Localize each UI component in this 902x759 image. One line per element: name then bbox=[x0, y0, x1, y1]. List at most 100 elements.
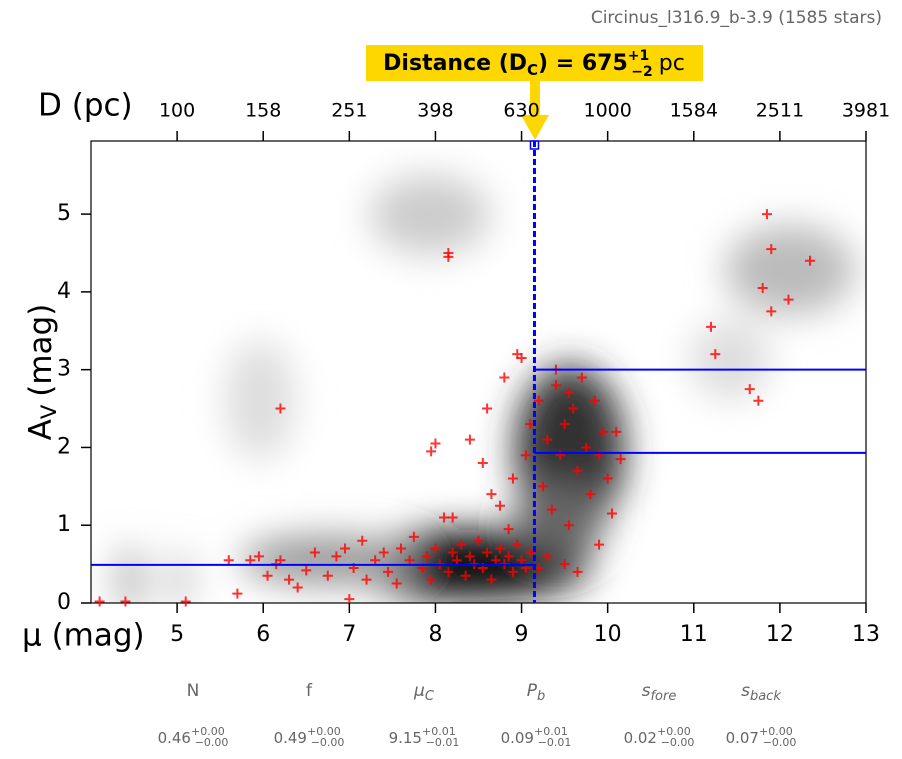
param-name-base: f bbox=[306, 681, 313, 701]
scatter-point bbox=[563, 388, 574, 398]
scatter-point bbox=[292, 582, 303, 593]
param-value: 0.07+0.00 −0.00 bbox=[726, 725, 797, 749]
scatter-point bbox=[594, 539, 605, 550]
scatter-point bbox=[464, 551, 475, 562]
scatter-point bbox=[499, 372, 510, 383]
scatter-point bbox=[447, 547, 458, 558]
scatter-point bbox=[533, 395, 544, 406]
scatter-point bbox=[232, 588, 243, 599]
scatter-point bbox=[706, 321, 716, 332]
scatter-point bbox=[512, 539, 523, 550]
scatter-point bbox=[581, 442, 592, 453]
param-value-plus: +0.00 bbox=[759, 725, 793, 738]
x2-tick-label: 1584 bbox=[670, 100, 718, 122]
scatter-point bbox=[495, 500, 506, 511]
param-name: f bbox=[306, 681, 313, 701]
scatter-point bbox=[606, 508, 617, 519]
scatter-point bbox=[559, 559, 570, 570]
scatter-point bbox=[396, 543, 406, 554]
scatter-point bbox=[456, 539, 467, 550]
param-value: 0.49+0.00 −0.00 bbox=[274, 725, 345, 749]
scatter-point bbox=[275, 555, 286, 566]
param-value-main: 0.46 bbox=[158, 729, 191, 747]
scatter-point bbox=[507, 473, 518, 484]
param-value: 0.46+0.00 −0.00 bbox=[158, 725, 229, 749]
x2-tick-label: 630 bbox=[503, 100, 539, 122]
scatter-point bbox=[572, 566, 583, 577]
param-name-sub: back bbox=[750, 689, 781, 704]
scatter-point bbox=[585, 489, 596, 500]
scatter-point bbox=[262, 570, 273, 581]
distance-value: 675 bbox=[582, 51, 628, 76]
param-value-main: 0.07 bbox=[726, 729, 759, 747]
distance-arrow bbox=[521, 81, 549, 140]
scatter-point bbox=[710, 349, 721, 360]
x-tick-label: 13 bbox=[852, 622, 880, 647]
scatter-point bbox=[447, 512, 458, 523]
y-tick-label: 3 bbox=[57, 357, 71, 382]
scatter-point bbox=[783, 294, 794, 305]
scatter-point bbox=[370, 555, 381, 566]
scatter-point bbox=[611, 426, 622, 437]
param-value: 9.15+0.01 −0.01 bbox=[389, 725, 460, 749]
scatter-point bbox=[602, 473, 613, 484]
y-axis-label: AV (mag) bbox=[23, 304, 62, 441]
param-name-sub: fore bbox=[650, 689, 676, 704]
x2-tick-label: 398 bbox=[417, 100, 453, 122]
distance-marker bbox=[529, 140, 540, 150]
scatter-point bbox=[589, 395, 600, 406]
scatter-point bbox=[482, 547, 493, 558]
distance-unit: pc bbox=[659, 51, 685, 76]
x-axis-label: μ (mag) bbox=[22, 618, 145, 654]
y-label-unit: (mag) bbox=[23, 304, 59, 397]
scatter-point bbox=[430, 543, 441, 554]
param-value-plus: +0.00 bbox=[307, 725, 341, 738]
x2-axis-label: D (pc) bbox=[38, 88, 133, 124]
scatter-point bbox=[421, 551, 432, 562]
x-tick-label: 7 bbox=[342, 622, 356, 647]
scatter-point bbox=[391, 578, 402, 589]
scatter-point bbox=[542, 434, 553, 445]
scatter-point bbox=[344, 594, 355, 605]
scatter-point bbox=[430, 438, 441, 449]
distance-prefix: Distance (D bbox=[383, 51, 527, 76]
x-tick-label: 9 bbox=[515, 622, 529, 647]
x-tick-label: 10 bbox=[594, 622, 622, 647]
param-value-minus: −0.01 bbox=[538, 736, 572, 749]
scatter-point bbox=[253, 551, 264, 562]
scatter-point bbox=[439, 512, 450, 523]
param-value-minus: −0.00 bbox=[763, 736, 797, 749]
param-value-main: 0.49 bbox=[274, 729, 307, 747]
y-tick-label: 1 bbox=[57, 512, 71, 537]
scatter-point bbox=[766, 244, 777, 255]
scatter-point bbox=[464, 434, 475, 445]
param-value-plus: +0.00 bbox=[191, 725, 225, 738]
scatter-point bbox=[576, 372, 587, 383]
scatter-point bbox=[426, 446, 437, 457]
chart-title: Circinus_l316.9_b-3.9 (1585 stars) bbox=[591, 8, 882, 28]
x2-tick-label: 251 bbox=[331, 100, 367, 122]
scatter-point bbox=[757, 283, 768, 293]
scatter-point bbox=[94, 596, 105, 607]
param-value-minus: −0.00 bbox=[311, 736, 345, 749]
x-tick-label: 8 bbox=[428, 622, 442, 647]
scatter-point bbox=[477, 458, 488, 468]
scatter-point bbox=[495, 543, 506, 554]
scatter-point bbox=[520, 450, 531, 461]
x-tick-label: 5 bbox=[170, 622, 184, 647]
scatter-point bbox=[361, 574, 372, 585]
scatter-point bbox=[516, 353, 527, 363]
distance-label: Distance (DC) = 675+1 −2 pc bbox=[383, 48, 685, 80]
scatter-point bbox=[301, 565, 312, 576]
scatter-point bbox=[331, 551, 342, 562]
scatter-point bbox=[761, 209, 772, 220]
scatter-point bbox=[357, 535, 368, 546]
scatter-point bbox=[482, 403, 493, 414]
param-value-plus: +0.00 bbox=[657, 725, 691, 738]
param-value-minus: −0.01 bbox=[426, 736, 460, 749]
scatter-point bbox=[503, 551, 514, 562]
scatter-point bbox=[805, 255, 816, 266]
scatter-point bbox=[503, 524, 514, 535]
x-tick-label: 11 bbox=[680, 622, 708, 647]
